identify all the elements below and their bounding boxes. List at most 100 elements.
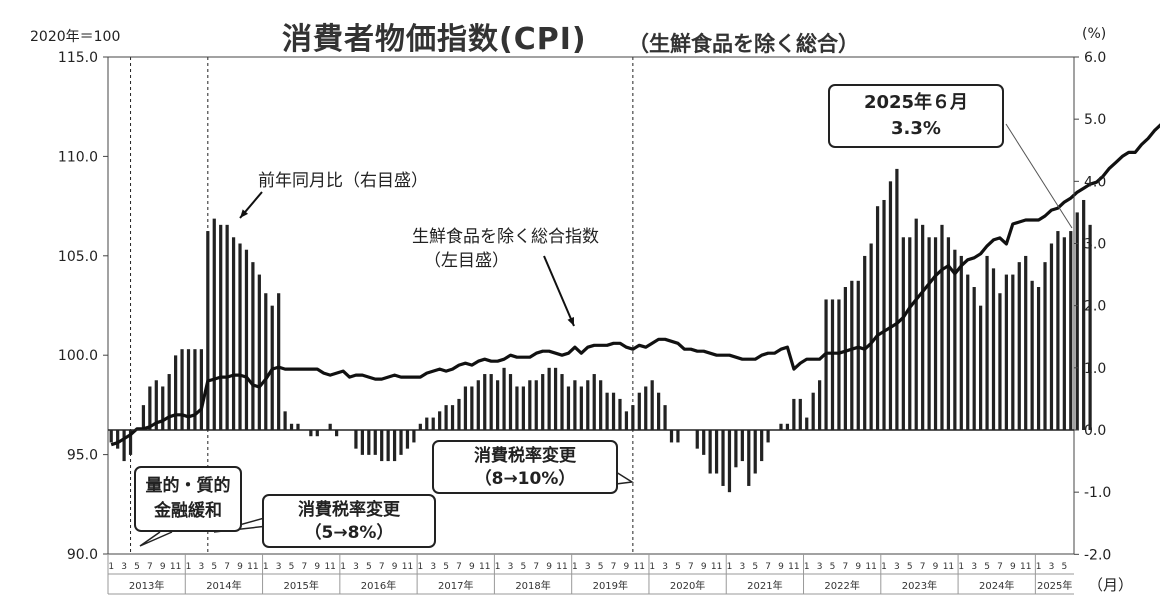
yoy-bar — [979, 305, 983, 430]
cpi-index-line — [110, 123, 1160, 447]
month-tick-label: 11 — [479, 562, 490, 572]
yoy-bar — [553, 367, 558, 430]
right-axis-tick-label: 6.0 — [1084, 50, 1106, 66]
yoy-bar — [380, 430, 384, 462]
yoy-bar — [663, 405, 667, 430]
right-axis-tick-label: 5.0 — [1084, 112, 1106, 128]
yoy-bar — [141, 405, 146, 430]
month-tick-label: 11 — [865, 562, 876, 572]
right-axis-tick-label: 4.0 — [1084, 174, 1106, 190]
month-tick-label: 7 — [224, 562, 230, 572]
month-tick-label: 5 — [211, 562, 217, 572]
tax-change-2019-callout: 消費税率変更 （8→10%） — [432, 440, 618, 494]
yoy-bar — [991, 268, 996, 430]
yoy-bar — [515, 386, 519, 430]
yoy-bar — [463, 386, 468, 430]
yoy-bar — [116, 430, 120, 449]
yoy-bar — [1075, 212, 1079, 430]
year-label: 2025年 — [1037, 579, 1072, 592]
yoy-bar — [1062, 237, 1066, 430]
month-tick-label: 1 — [417, 562, 423, 572]
yoy-bar — [225, 224, 229, 430]
yoy-bar — [811, 392, 815, 430]
yoy-bar — [830, 299, 835, 430]
year-label: 2022年 — [824, 579, 859, 592]
month-tick-label: 9 — [1010, 562, 1016, 572]
left-axis-tick-label: 100.0 — [58, 348, 98, 364]
yoy-bar — [669, 430, 674, 443]
cpi-index-line-series — [110, 123, 1160, 447]
yoy-bar — [354, 430, 358, 449]
month-tick-label: 5 — [984, 562, 990, 572]
yoy-bar — [257, 274, 261, 430]
left-axis-tick-label: 95.0 — [67, 448, 98, 464]
yoy-bar — [875, 206, 880, 430]
month-tick-label: 7 — [533, 562, 539, 572]
year-label: 2015年 — [283, 579, 318, 592]
month-tick-label: 7 — [765, 562, 771, 572]
month-tick-label: 3 — [353, 562, 359, 572]
yoy-bar — [637, 392, 641, 430]
yoy-bar — [1088, 224, 1092, 430]
month-tick-label: 5 — [443, 562, 449, 572]
yoy-bar — [470, 386, 474, 430]
month-tick-label: 9 — [392, 562, 398, 572]
yoy-bar — [863, 255, 867, 430]
yoy-bar — [869, 243, 873, 430]
month-tick-label: 9 — [160, 562, 166, 572]
left-axis-tick-label: 115.0 — [58, 50, 98, 66]
yoy-bar — [972, 287, 976, 430]
yoy-bar — [805, 417, 809, 430]
x-axis-labels: 1 3 5 7 9 11 1 3 5 7 9 11 1 3 5 7 9 11 1 3 5 7 9 11 1 3 5 7 9 11 1 3 5 7 9… — [107, 554, 1074, 595]
yoy-bar — [605, 392, 609, 430]
month-tick-label: 1 — [572, 562, 578, 572]
yoy-bar — [927, 237, 931, 430]
yoy-bar — [843, 287, 847, 430]
month-tick-label: 9 — [314, 562, 320, 572]
yoy-bar — [1030, 280, 1034, 430]
yoy-bar — [1082, 199, 1086, 430]
month-tick-label: 9 — [469, 562, 475, 572]
chart-axes: 90.0 95.0 100.0 105.0 110.0 115.0 -2.0 -1.0 0.0 1… — [58, 50, 1111, 563]
month-tick-label: 9 — [701, 562, 707, 572]
right-axis-tick-label: -1.0 — [1084, 485, 1111, 501]
yoy-bar — [283, 411, 287, 430]
month-tick-label: 11 — [1020, 562, 1031, 572]
yoy-bar — [277, 293, 281, 430]
yoy-bar — [154, 380, 158, 430]
yoy-bar — [444, 405, 448, 430]
yoy-bar — [560, 374, 564, 430]
yoy-bar — [566, 386, 571, 430]
tax2019-callout-line1: 消費税率変更 — [474, 446, 576, 466]
yoy-bar — [289, 423, 294, 430]
yoy-bar — [251, 262, 255, 430]
yoy-bar — [128, 430, 133, 455]
yoy-bar — [676, 430, 680, 443]
yoy-bar — [1043, 262, 1047, 430]
yoy-bar — [122, 430, 126, 462]
yoy-bar — [650, 380, 654, 430]
yoy-bar — [856, 280, 860, 430]
month-tick-label: 11 — [402, 562, 413, 572]
yoy-bar — [953, 249, 957, 430]
yoy-bar — [483, 374, 487, 430]
yoy-bar — [727, 430, 732, 493]
yoy-bar — [785, 423, 790, 430]
yoy-bar — [599, 380, 603, 430]
year-label: 2014年 — [206, 579, 241, 592]
chart-title: 消費者物価指数(CPI) — [282, 22, 587, 57]
yoy-bar — [496, 380, 500, 430]
month-tick-label: 3 — [739, 562, 745, 572]
yoy-bar — [412, 430, 416, 443]
yoy-bar — [1004, 274, 1008, 430]
tax2019-callout-line2: （8→10%） — [474, 469, 576, 489]
yoy-bar — [914, 218, 918, 430]
yoy-bar — [219, 224, 223, 430]
month-tick-label: 1 — [186, 562, 192, 572]
yoy-bar — [425, 417, 429, 430]
month-tick-label: 11 — [711, 562, 722, 572]
yoy-bar — [174, 355, 178, 430]
right-axis-tick-label: 0.0 — [1084, 423, 1106, 439]
yoy-bar — [714, 430, 719, 474]
month-tick-label: 1 — [649, 562, 655, 572]
